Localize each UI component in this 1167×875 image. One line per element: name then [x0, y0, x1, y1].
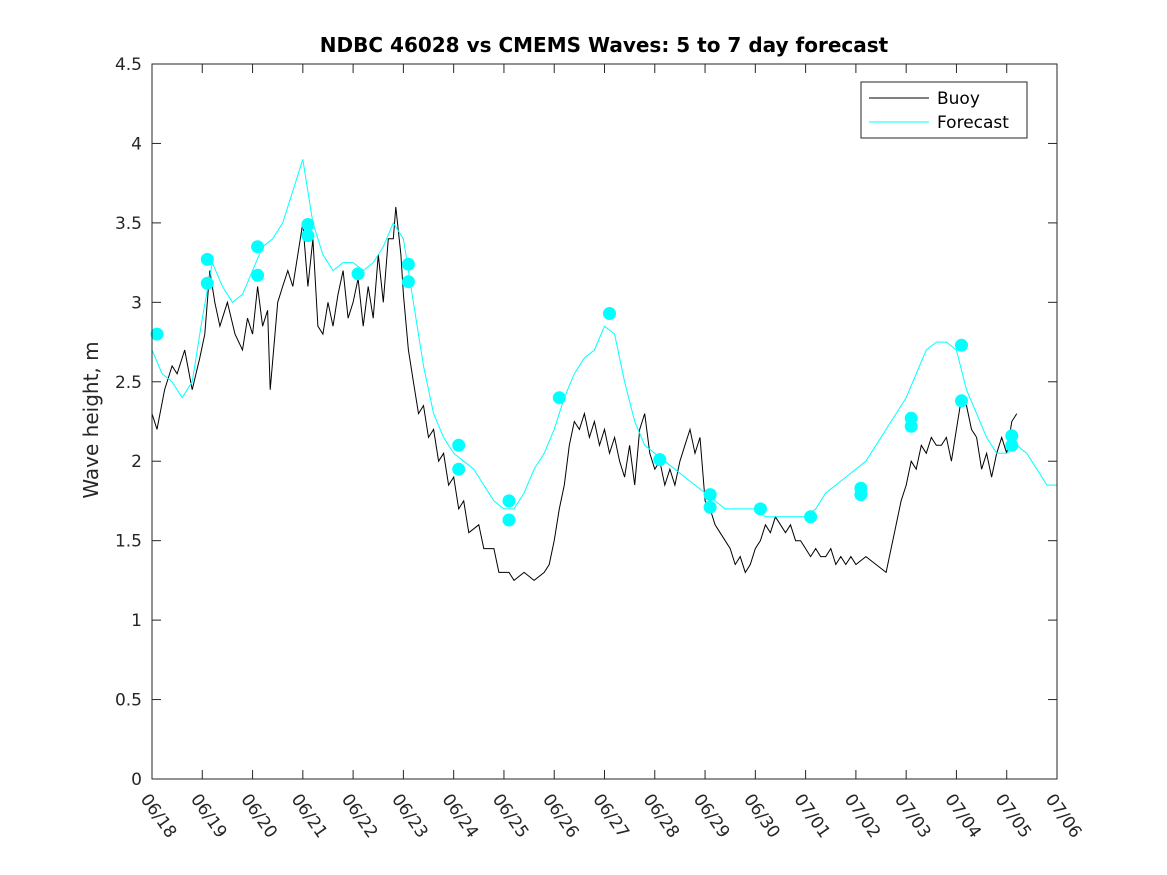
forecast-marker — [703, 500, 717, 514]
y-tick-label: 4 — [131, 134, 142, 154]
forecast-marker — [200, 276, 214, 290]
forecast-marker — [452, 462, 466, 476]
forecast-marker — [452, 438, 466, 452]
legend-label-forecast: Forecast — [937, 113, 1009, 133]
y-tick-label: 2.5 — [115, 373, 142, 393]
forecast-marker — [301, 218, 315, 231]
forecast-marker — [904, 419, 918, 433]
forecast-marker — [401, 257, 415, 271]
y-tick-label: 3.5 — [115, 214, 142, 234]
legend: Buoy Forecast — [860, 81, 1028, 139]
x-tick-label: 06/22 — [337, 790, 381, 842]
y-tick-label: 0 — [131, 770, 142, 790]
y-tick-label: 1 — [131, 611, 142, 631]
x-tick-label: 06/20 — [236, 790, 280, 842]
forecast-marker — [251, 268, 265, 282]
y-tick-label: 2 — [131, 452, 142, 472]
y-tick-label: 1.5 — [115, 532, 142, 552]
x-tick-label: 06/28 — [639, 790, 683, 842]
forecast-marker — [150, 327, 164, 341]
forecast-marker — [401, 275, 415, 289]
series-layer — [151, 159, 1057, 582]
x-tick-label: 06/26 — [538, 790, 582, 842]
x-tick-label: 06/30 — [739, 790, 783, 842]
x-tick-label: 07/05 — [991, 790, 1035, 842]
x-tick-label: 07/01 — [790, 790, 834, 842]
forecast-marker — [603, 307, 616, 320]
forecast-marker — [955, 394, 968, 408]
x-tick-label: 07/02 — [840, 790, 884, 842]
x-tick-label: 06/18 — [136, 790, 180, 842]
forecast-marker — [351, 267, 365, 281]
x-tick-label: 07/06 — [1041, 790, 1085, 842]
legend-label-buoy: Buoy — [937, 89, 980, 109]
x-tick-label: 06/19 — [186, 790, 230, 842]
series-line-buoy — [151, 206, 1018, 582]
forecast-marker — [753, 502, 767, 516]
forecast-marker — [1005, 438, 1019, 452]
x-tick-label: 07/04 — [940, 790, 984, 842]
x-tick-label: 06/25 — [488, 790, 532, 842]
legend-box — [860, 81, 1028, 139]
x-tick-label: 07/03 — [890, 790, 934, 842]
forecast-marker — [703, 488, 717, 502]
forecast-marker — [955, 338, 968, 352]
forecast-marker — [251, 240, 265, 254]
forecast-marker-layer — [150, 218, 1019, 527]
forecast-marker — [502, 494, 516, 508]
y-tick-label: 3 — [131, 293, 142, 313]
forecast-marker — [854, 488, 868, 502]
forecast-marker — [200, 252, 214, 266]
y-axis-label: Wave height, m — [79, 341, 103, 498]
x-tick-label: 06/23 — [387, 790, 431, 842]
forecast-marker — [1005, 429, 1019, 443]
chart-title: NDBC 46028 vs CMEMS Waves: 5 to 7 day fo… — [320, 33, 889, 57]
forecast-marker — [552, 391, 566, 405]
x-tick-label: 06/27 — [588, 790, 632, 842]
series-line-forecast — [151, 159, 1057, 518]
forecast-marker — [653, 453, 667, 467]
forecast-marker — [502, 513, 516, 527]
x-tick-label: 06/24 — [438, 790, 482, 842]
forecast-marker — [301, 229, 315, 243]
y-tick-label: 4.5 — [115, 55, 142, 75]
forecast-marker — [804, 510, 818, 524]
plot-area — [152, 64, 1057, 779]
y-tick-label: 0.5 — [115, 691, 142, 711]
x-tick-label: 06/29 — [689, 790, 733, 842]
x-tick-label: 06/21 — [287, 790, 331, 842]
